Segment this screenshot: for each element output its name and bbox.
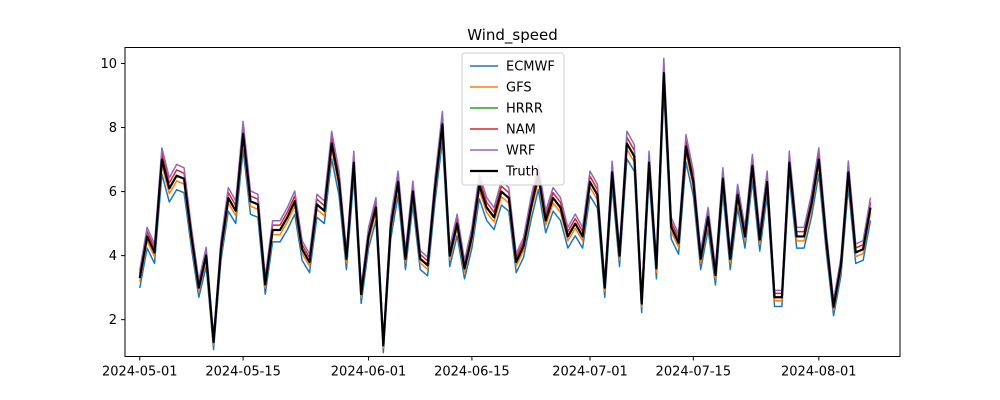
legend-label-ecmwf: ECMWF [506,60,555,75]
x-tick-label: 2024-08-01 [781,365,857,380]
y-tick-label: 6 [109,185,117,200]
x-tick-label: 2024-05-15 [205,365,281,380]
legend-label-nam: NAM [506,123,536,138]
x-tick-label: 2024-06-15 [434,365,510,380]
y-tick-label: 4 [109,249,117,264]
x-axis: 2024-05-01 2024-05-15 2024-06-01 2024-06-15… [102,356,857,380]
y-tick-label: 2 [109,313,117,328]
legend-label-hrrr: HRRR [506,102,543,117]
x-tick-label: 2024-05-01 [102,365,178,380]
x-tick-label: 2024-07-01 [552,365,628,380]
y-tick-label: 10 [100,57,117,72]
legend-label-truth: Truth [505,165,539,180]
series-line-truth [138,72,872,347]
legend-label-wrf: WRF [506,144,535,159]
x-tick-label: 2024-07-15 [656,365,732,380]
chart-title: Wind_speed [467,26,558,45]
y-tick-label: 8 [109,121,117,136]
legend-label-gfs: GFS [506,81,532,96]
y-axis: 2 4 6 8 10 [100,57,125,328]
x-tick-label: 2024-06-01 [331,365,407,380]
legend-box [461,52,565,186]
legend: ECMWF GFS HRRR NAM WRF Truth [461,52,565,186]
series-layer [138,57,872,354]
plot-frame [124,47,901,357]
